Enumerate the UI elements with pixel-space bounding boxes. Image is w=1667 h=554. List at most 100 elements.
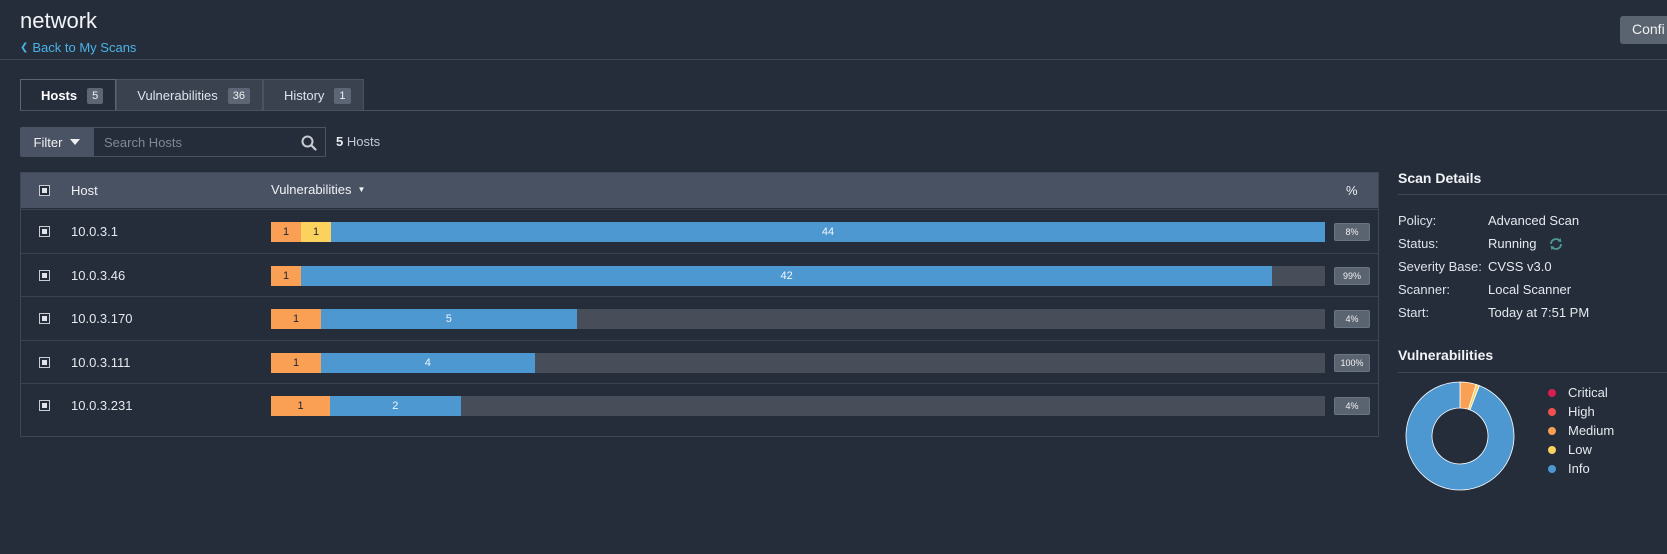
status-value: Running [1488, 236, 1537, 251]
back-link-label: Back to My Scans [32, 40, 137, 55]
legend-label: High [1568, 404, 1595, 419]
detail-severity-base: Severity Base: CVSS v3.0 [1398, 255, 1667, 278]
host-ip[interactable]: 10.0.3.1 [71, 224, 118, 239]
tab-vulnerabilities-count: 36 [227, 87, 250, 104]
legend-label: Critical [1568, 385, 1608, 400]
tab-vulnerabilities-label: Vulnerabilities [137, 88, 218, 103]
tab-hosts-label: Hosts [41, 88, 78, 103]
table-row[interactable]: 10.0.3.170 1 5 4% [21, 296, 1378, 342]
detail-value: Running [1488, 236, 1564, 252]
donut-slice-info[interactable] [1405, 381, 1515, 491]
caret-down-icon [70, 139, 81, 145]
row-checkbox[interactable] [39, 226, 50, 237]
tab-bar: Hosts 5 Vulnerabilities 36 History 1 [20, 79, 364, 112]
legend-label: Low [1568, 442, 1592, 457]
tab-history[interactable]: History 1 [262, 79, 364, 111]
legend-dot-icon [1548, 407, 1556, 416]
detail-value: Today at 7:51 PM [1488, 305, 1590, 320]
bar-segment-info[interactable]: 5 [321, 309, 577, 329]
configure-button[interactable]: Confi [1620, 16, 1667, 44]
tab-vulnerabilities[interactable]: Vulnerabilities 36 [116, 79, 263, 111]
scan-details-title: Scan Details [1398, 170, 1482, 186]
detail-policy: Policy: Advanced Scan [1398, 209, 1667, 232]
vulnerabilities-divider [1398, 372, 1667, 373]
page-title: network [20, 8, 98, 33]
detail-key: Severity Base: [1398, 259, 1482, 274]
tab-history-count: 1 [334, 87, 351, 104]
column-header-host[interactable]: Host [71, 183, 98, 198]
bar-segment-info[interactable]: 2 [330, 396, 461, 416]
tabs-divider [20, 110, 1667, 111]
host-ip[interactable]: 10.0.3.111 [71, 354, 131, 370]
host-ip[interactable]: 10.0.3.231 [71, 398, 133, 413]
row-checkbox[interactable] [39, 400, 50, 411]
detail-key: Scanner: [1398, 282, 1451, 297]
detail-value: CVSS v3.0 [1488, 259, 1552, 274]
vulnerabilities-legend: Critical High Medium Low Info [1548, 383, 1614, 478]
vulnerability-bar[interactable]: 1 42 [271, 265, 1325, 286]
bar-segment-medium[interactable]: 1 [271, 396, 330, 416]
legend-label: Info [1568, 461, 1590, 476]
table-row[interactable]: 10.0.3.46 1 42 99% [21, 252, 1378, 299]
scan-details-panel: Scan Details Policy: Advanced Scan Statu… [1398, 170, 1667, 324]
legend-label: Medium [1568, 423, 1615, 438]
filter-button[interactable]: Filter [20, 127, 94, 157]
search-hosts-input[interactable] [94, 128, 325, 156]
detail-value: Local Scanner [1488, 282, 1572, 297]
legend-item-info[interactable]: Info [1548, 459, 1614, 478]
search-icon[interactable] [301, 135, 317, 151]
table-row[interactable]: 10.0.3.111 1 4 100% [21, 339, 1378, 386]
percent-badge: 4% [1334, 310, 1370, 328]
row-checkbox[interactable] [39, 356, 50, 368]
bar-segment-info[interactable]: 44 [331, 222, 1325, 242]
legend-item-medium[interactable]: Medium [1548, 421, 1614, 440]
tab-hosts[interactable]: Hosts 5 [20, 79, 117, 112]
table-row[interactable]: 10.0.3.231 1 2 4% [21, 383, 1378, 429]
hosts-count: 5 Hosts [336, 134, 380, 149]
bar-segment-info[interactable]: 4 [321, 352, 535, 373]
table-header: Host Vulnerabilities ▼ % [21, 173, 1378, 208]
detail-start: Start: Today at 7:51 PM [1398, 301, 1667, 324]
bar-segment-info[interactable]: 42 [301, 265, 1273, 286]
refresh-icon [1550, 237, 1563, 250]
percent-badge: 4% [1334, 397, 1370, 415]
search-box [94, 127, 326, 157]
row-checkbox[interactable] [39, 269, 50, 281]
bar-segment-medium[interactable]: 1 [271, 309, 321, 329]
filter-bar: Filter [20, 127, 326, 157]
scan-details-divider [1398, 194, 1667, 195]
hosts-count-number: 5 [336, 134, 344, 149]
tab-hosts-count: 5 [87, 87, 104, 104]
bar-segment-low[interactable]: 1 [301, 222, 331, 242]
legend-item-high[interactable]: High [1548, 402, 1614, 421]
hosts-count-label: Hosts [346, 134, 381, 149]
vulnerability-bar[interactable]: 1 1 44 [271, 222, 1325, 242]
column-header-percent[interactable]: % [1346, 183, 1358, 198]
percent-badge: 99% [1334, 266, 1370, 285]
column-header-vulnerabilities[interactable]: Vulnerabilities ▼ [271, 182, 365, 197]
detail-scanner: Scanner: Local Scanner [1398, 278, 1667, 301]
legend-item-critical[interactable]: Critical [1548, 383, 1614, 402]
column-header-vulnerabilities-label: Vulnerabilities [271, 182, 352, 197]
tab-history-label: History [283, 88, 325, 103]
host-ip[interactable]: 10.0.3.170 [71, 311, 133, 326]
legend-dot-icon [1548, 464, 1556, 473]
detail-value: Advanced Scan [1488, 213, 1580, 228]
chevron-left-icon: ❮ [20, 42, 29, 53]
detail-key: Policy: [1398, 213, 1437, 228]
table-row[interactable]: 10.0.3.1 1 1 44 8% [21, 209, 1378, 255]
legend-item-low[interactable]: Low [1548, 440, 1614, 459]
host-ip[interactable]: 10.0.3.46 [71, 267, 126, 283]
detail-status: Status: Running [1398, 232, 1667, 255]
back-to-scans-link[interactable]: ❮ Back to My Scans [20, 40, 136, 55]
vulnerabilities-donut-chart[interactable] [1404, 380, 1516, 492]
bar-segment-medium[interactable]: 1 [271, 265, 301, 286]
bar-segment-medium[interactable]: 1 [271, 352, 321, 373]
percent-badge: 8% [1334, 223, 1370, 241]
row-checkbox[interactable] [39, 313, 50, 324]
bar-segment-medium[interactable]: 1 [271, 222, 301, 242]
select-all-checkbox[interactable] [39, 185, 50, 196]
